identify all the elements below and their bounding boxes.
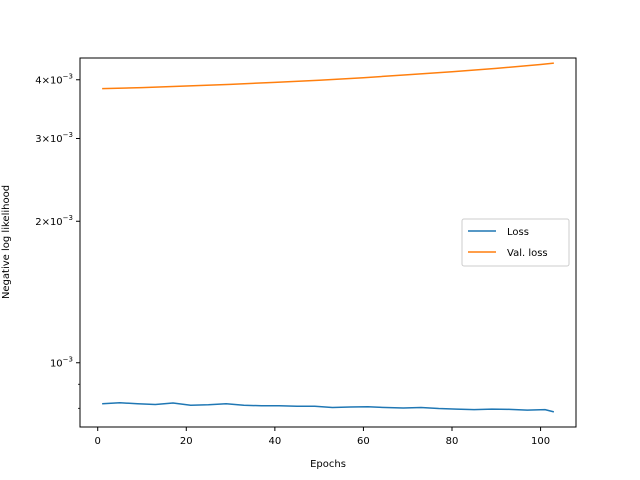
y-tick-label: 3×10−3 (35, 131, 73, 145)
x-tick-label: 100 (531, 436, 550, 447)
y-tick-label: 2×10−3 (35, 214, 73, 228)
x-tick-label: 60 (357, 436, 370, 447)
x-axis-label: Epochs (310, 459, 346, 470)
axes-frame (79, 57, 577, 428)
axis-ticks: 0 20 40 60 80 100 10−3 2×10−3 3×10−3 4×10−3 (35, 72, 550, 447)
y-tick-label: 10−3 (50, 355, 73, 369)
y-tick-label: 4×10−3 (35, 72, 73, 86)
plot-area (102, 62, 555, 413)
x-tick-label: 80 (446, 436, 459, 447)
x-tick-label: 0 (95, 436, 101, 447)
y-axis-label: Negative log likelihood (1, 185, 12, 299)
series-line-loss (102, 402, 555, 413)
legend-label-loss: Loss (507, 227, 529, 238)
legend-label-val-loss: Val. loss (507, 248, 548, 259)
legend: Loss Val. loss (461, 218, 570, 267)
x-tick-label: 20 (180, 436, 193, 447)
x-tick-label: 40 (268, 436, 281, 447)
series-line-val-loss (102, 62, 554, 90)
